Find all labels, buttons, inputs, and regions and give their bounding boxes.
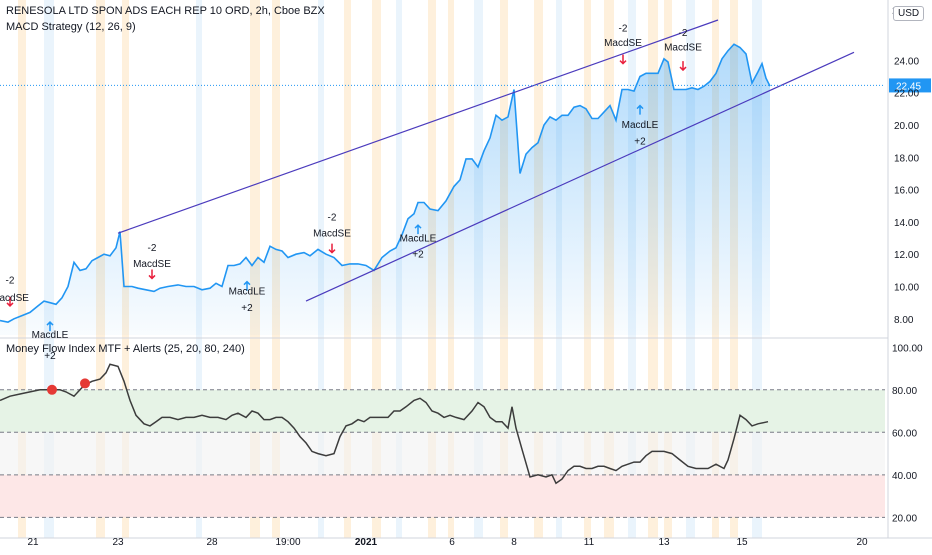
time-tick-label: 20	[856, 537, 868, 548]
time-tick-label: 21	[27, 537, 39, 548]
mfi-tick-label: 100.00	[892, 343, 923, 354]
time-tick-label: 19:00	[275, 537, 300, 548]
session-band	[196, 0, 202, 538]
time-tick-label: 15	[736, 537, 748, 548]
mfi-line	[0, 363, 769, 485]
session-band	[18, 0, 26, 538]
chart-title: RENESOLA LTD SPON ADS EACH REP 10 ORD, 2…	[6, 5, 325, 17]
signal-label: MacdLE	[622, 120, 659, 131]
signal-value: +2	[634, 136, 646, 147]
signal-value: -2	[6, 275, 15, 286]
signal-label: MacdSE	[664, 43, 702, 54]
mfi-tick-label: 40.00	[892, 471, 917, 482]
mfi-alert-point	[80, 378, 90, 389]
currency-label[interactable]: USD	[893, 6, 925, 21]
signal-value: -2	[619, 23, 628, 34]
price-tick-label: 8.00	[894, 315, 914, 326]
signal-value: -2	[148, 243, 157, 254]
neutral-zone	[0, 432, 885, 475]
channel-lower-line	[305, 51, 855, 302]
signal-value: -2	[328, 212, 337, 223]
signal-label: MacdSE	[0, 293, 29, 304]
signal-value: +2	[44, 351, 56, 362]
sell-signal-arrow	[148, 269, 156, 280]
last-price-label: 22.45	[896, 81, 921, 92]
time-tick-label: 11	[584, 537, 595, 548]
sell-signal-arrow	[6, 296, 14, 307]
time-tick-label: 2021	[355, 537, 378, 548]
price-tick-label: 10.00	[894, 283, 919, 294]
last-price-tag	[889, 78, 931, 93]
sell-signal-arrow	[619, 54, 627, 65]
mfi-tick-label: 80.00	[892, 386, 917, 397]
sell-signal-arrow	[328, 243, 336, 254]
price-line	[0, 43, 771, 323]
price-area	[0, 44, 770, 335]
strategy-label: MACD Strategy (12, 26, 9)	[6, 21, 136, 33]
price-tick-label: 20.00	[894, 121, 919, 132]
buy-signal-arrow	[46, 321, 54, 332]
buy-signal-arrow	[636, 104, 644, 115]
channel-upper-line	[117, 19, 719, 234]
buy-signal-arrow	[414, 224, 422, 235]
signal-value: +2	[412, 249, 424, 260]
signal-value: -2	[679, 28, 688, 39]
signal-label: MacdLE	[229, 287, 266, 298]
buy-signal-arrow	[243, 280, 251, 291]
mfi-tick-label: 60.00	[892, 428, 917, 439]
signal-label: MacdSE	[604, 38, 642, 49]
price-tick-label: 24.00	[894, 56, 919, 67]
signal-label: MacdSE	[313, 228, 351, 239]
signal-label: MacdLE	[32, 330, 69, 341]
price-tick-label: 18.00	[894, 153, 919, 164]
time-tick-label: 23	[112, 537, 124, 548]
price-tick-label: 16.00	[894, 186, 919, 197]
signal-value: +2	[241, 303, 253, 314]
mfi-alert-point	[47, 384, 57, 395]
price-tick-label: 22.00	[894, 89, 919, 100]
sell-signal-arrow	[679, 61, 687, 72]
signal-label: MacdLE	[400, 233, 437, 244]
session-band	[122, 0, 129, 538]
time-tick-label: 8	[511, 537, 517, 548]
time-tick-label: 6	[449, 537, 455, 548]
signal-label: MacdSE	[133, 259, 171, 270]
price-tick-label: 12.00	[894, 250, 919, 261]
session-band	[44, 0, 54, 538]
oversold-zone	[0, 474, 885, 518]
price-tick-label: 14.00	[894, 218, 919, 229]
time-tick-label: 28	[206, 537, 218, 548]
mfi-indicator-title: Money Flow Index MTF + Alerts (25, 20, 8…	[6, 343, 245, 355]
time-tick-label: 13	[658, 537, 670, 548]
mfi-tick-label: 20.00	[892, 513, 917, 524]
